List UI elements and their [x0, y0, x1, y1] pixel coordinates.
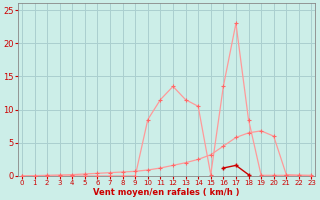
X-axis label: Vent moyen/en rafales ( km/h ): Vent moyen/en rafales ( km/h ) — [93, 188, 240, 197]
